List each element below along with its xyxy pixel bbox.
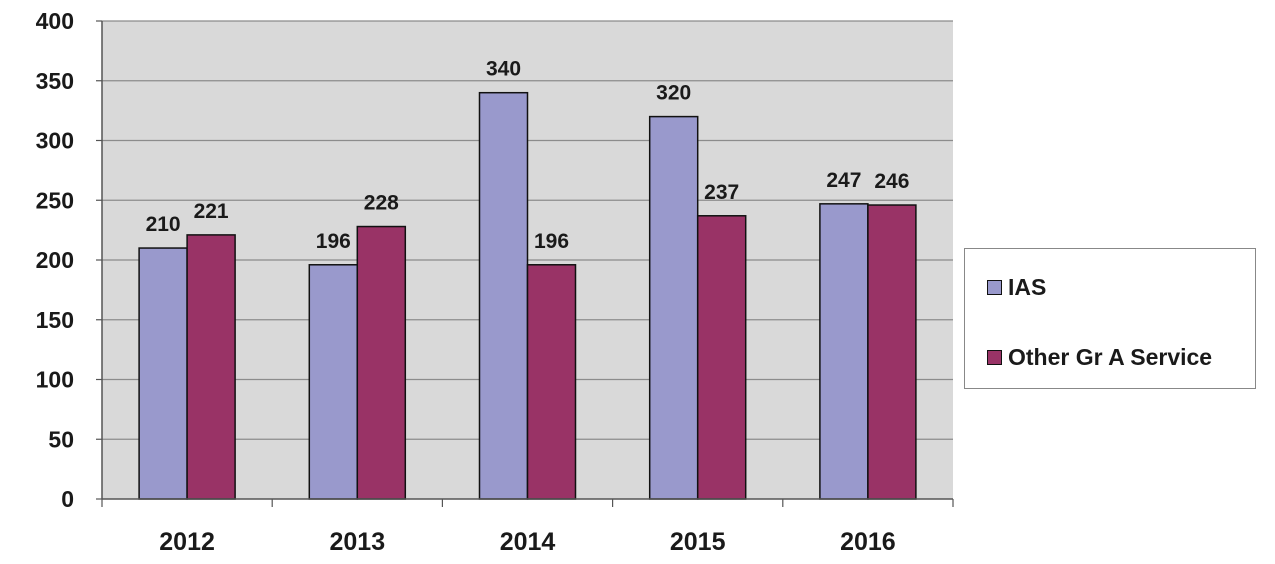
y-tick-label: 0 bbox=[61, 486, 74, 512]
y-tick-label: 200 bbox=[36, 247, 74, 273]
bar-ias-2013 bbox=[308, 264, 359, 500]
y-tick-label: 250 bbox=[36, 187, 74, 213]
bars bbox=[138, 91, 917, 500]
legend-swatch-other-gr-a-service bbox=[987, 350, 1002, 365]
bar-ias-2015 bbox=[648, 115, 699, 500]
data-label: 210 bbox=[146, 213, 181, 236]
legend: IAS Other Gr A Service bbox=[964, 248, 1256, 389]
legend-swatch-ias bbox=[987, 280, 1002, 295]
data-label: 196 bbox=[534, 230, 569, 253]
bar-other-gr-a-service-2014 bbox=[526, 264, 577, 500]
x-tick-label: 2012 bbox=[159, 528, 215, 556]
y-tick-label: 300 bbox=[36, 128, 74, 154]
data-label: 246 bbox=[874, 170, 909, 193]
bar-ias-2016 bbox=[819, 203, 869, 500]
legend-label-ias: IAS bbox=[1008, 274, 1047, 300]
legend-label-other-gr-a-service: Other Gr A Service bbox=[1008, 344, 1213, 370]
bar-other-gr-a-service-2012 bbox=[186, 234, 236, 500]
bar-ias-2014 bbox=[478, 91, 529, 500]
bar-ias-2012 bbox=[138, 247, 188, 500]
data-label: 320 bbox=[656, 82, 691, 105]
data-label: 237 bbox=[704, 181, 739, 204]
data-label: 340 bbox=[486, 58, 521, 81]
legend-item-ias: IAS bbox=[987, 274, 1046, 301]
data-labels: 210 221 196 228 340 196 320 237 247 246 bbox=[146, 58, 910, 253]
x-axis-ticks: 2012 2013 2014 2015 2016 bbox=[159, 528, 895, 556]
bar-other-gr-a-service-2013 bbox=[356, 225, 407, 500]
y-tick-label: 150 bbox=[36, 307, 74, 333]
bar-other-gr-a-service-2016 bbox=[867, 204, 917, 500]
legend-item-other-gr-a-service: Other Gr A Service bbox=[987, 344, 1212, 371]
y-tick-label: 100 bbox=[36, 367, 74, 393]
y-tick-label: 50 bbox=[48, 426, 74, 452]
bar-other-gr-a-service-2015 bbox=[696, 215, 747, 500]
data-label: 247 bbox=[826, 169, 861, 192]
x-tick-label: 2015 bbox=[670, 528, 726, 556]
data-label: 196 bbox=[316, 230, 351, 253]
y-axis-ticks: 0 50 100 150 200 250 300 350 400 bbox=[36, 8, 102, 512]
y-tick-label: 350 bbox=[36, 68, 74, 94]
data-label: 221 bbox=[194, 200, 229, 223]
x-tick-label: 2013 bbox=[329, 528, 385, 556]
y-tick-label: 400 bbox=[36, 8, 74, 34]
x-tick-label: 2016 bbox=[840, 528, 896, 556]
data-label: 228 bbox=[364, 192, 399, 215]
x-tick-label: 2014 bbox=[500, 528, 556, 556]
